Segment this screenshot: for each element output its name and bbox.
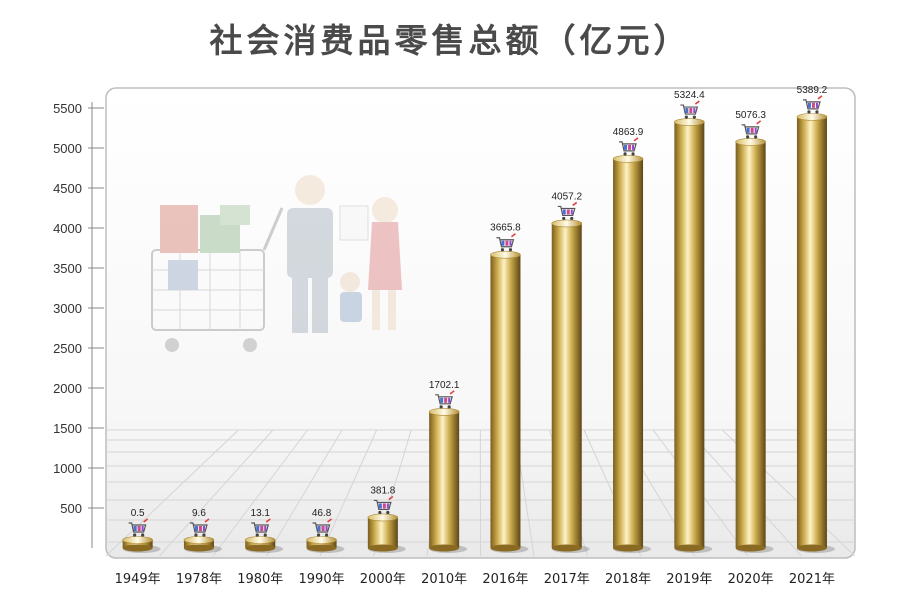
bar-value-label: 4057.2 [551,191,582,202]
shopping-cart-icon [802,95,823,114]
y-axis: 500 1000 1500 2000 2500 3000 3500 4000 4500 5000 5… [53,101,104,548]
x-category-label: 2016年 [482,572,528,587]
bar: 381.8 [367,485,406,553]
chart-title: 社会消费品零售总额（亿元） [209,21,691,60]
y-tick-label: 2000 [53,381,82,396]
bar-value-label: 5324.4 [674,90,705,101]
floor-grid [105,429,856,557]
shopping-cart-icon [496,233,516,252]
shopping-cart-icon [312,518,333,537]
x-category-label: 2000年 [360,572,406,587]
bar: 0.5 [122,508,161,553]
bar-value-label: 1702.1 [429,380,460,391]
bar-value-label: 4863.9 [613,127,644,138]
bar: 13.1 [244,508,284,553]
x-category-label: 2017年 [544,572,590,587]
bar-value-label: 46.8 [312,508,332,519]
y-tick-label: 4500 [53,181,82,196]
bar-value-label: 9.6 [192,508,206,519]
y-tick-label: 5500 [53,101,82,116]
shopping-cart-icon [435,390,455,409]
bar-value-label: 3665.8 [490,223,521,234]
shopping-cart-icon [251,518,271,537]
bar: 5076.3 [735,110,774,553]
bar-value-label: 5389.2 [797,85,828,96]
y-tick-label: 1000 [53,461,82,476]
bar: 9.6 [183,508,222,553]
shopping-cart-icon [373,495,394,515]
bar-value-label: 13.1 [251,508,271,519]
shopping-cart-icon [619,137,639,156]
bar: 46.8 [306,508,345,553]
bar: 4863.9 [612,127,652,553]
shopping-cart-icon [741,120,762,139]
y-tick-label: 3000 [53,301,82,316]
x-category-label: 2018年 [605,572,651,587]
x-category-label: 2019年 [666,572,712,587]
bar: 5389.2 [796,85,835,553]
bar: 5324.4 [674,90,713,553]
bar: 4057.2 [551,191,590,553]
x-category-label: 1978年 [176,572,222,587]
bar: 3665.8 [490,223,529,553]
x-category-label: 2021年 [789,572,835,587]
y-tick-label: 500 [60,501,82,516]
y-tick-label: 3500 [53,261,82,276]
y-tick-label: 1500 [53,421,82,436]
y-tick-label: 5000 [53,141,82,156]
bar-value-label: 0.5 [131,508,145,519]
shopping-cart-icon [557,201,578,221]
x-axis: 1949年 1978年 1980年 1990年 2000年 2010年 2016年 2017年… [115,572,835,587]
bar-value-label: 5076.3 [735,110,766,121]
shopping-cart-icon [680,100,700,119]
x-category-label: 1990年 [299,572,345,587]
x-category-label: 1980年 [237,572,283,587]
x-category-label: 2020年 [728,572,774,587]
shopping-cart-icon [128,518,149,537]
bars-group: 0.5 9.6 13.1 46.8 381.8 1702.1 3665.8 4057.2 486… [122,85,835,553]
shopping-cart-icon [189,518,210,537]
x-category-label: 2010年 [421,572,467,587]
x-category-label: 1949年 [115,572,161,587]
bar: 1702.1 [428,380,468,553]
y-tick-label: 2500 [53,341,82,356]
y-tick-label: 4000 [53,221,82,236]
bar-value-label: 381.8 [370,485,395,496]
shoppers-illustration [151,175,402,352]
